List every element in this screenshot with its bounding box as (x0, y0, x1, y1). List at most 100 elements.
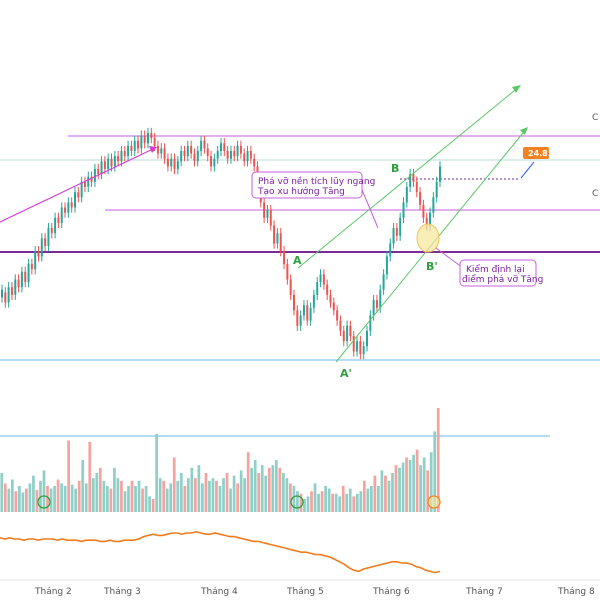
candle-body (402, 202, 405, 218)
candle-body (432, 197, 435, 213)
volume-bar (289, 483, 292, 512)
candle-body (409, 174, 412, 187)
candle-body (90, 176, 93, 182)
candle-body (316, 282, 319, 295)
candle-body (150, 132, 153, 139)
candle-body (210, 156, 213, 167)
volume-bar (292, 486, 296, 512)
volume-marker-2 (290, 495, 304, 509)
volume-bar (415, 449, 419, 512)
channel-lower-arrow (520, 127, 528, 135)
candle-body (312, 294, 315, 308)
candle-body (249, 150, 252, 159)
volume-bar (32, 475, 35, 512)
volume-bar (345, 493, 349, 512)
volume-bar (229, 488, 232, 512)
candle-body (117, 156, 120, 162)
volume-bar (394, 465, 398, 512)
volume-bar (201, 483, 204, 512)
candle-body (395, 228, 398, 236)
volume-bar (317, 493, 320, 512)
volume-bar (285, 478, 289, 512)
candle-body (296, 310, 299, 326)
volume-bar (401, 462, 405, 512)
candle-body (352, 336, 355, 352)
candle-body (180, 150, 183, 162)
volume-bar (215, 480, 218, 512)
candle-body (329, 294, 332, 303)
candle-body (47, 228, 50, 247)
candle-body (27, 264, 30, 283)
volume-bar (208, 480, 211, 512)
volume-bar (14, 491, 18, 512)
volume-bar (98, 467, 102, 512)
volume-bar (130, 480, 134, 512)
candle-body (156, 145, 159, 154)
candle-body (10, 287, 13, 295)
volume-bar (320, 491, 324, 512)
volume-bar (67, 440, 70, 512)
volume-bar (7, 488, 11, 512)
candle-body (349, 325, 352, 337)
x-tick-thang-7: Tháng 7 (465, 587, 503, 597)
candle-body (372, 300, 375, 316)
volume-bar (362, 480, 366, 512)
volume-bar (278, 467, 282, 512)
candle-body (246, 150, 249, 162)
candle-body (80, 181, 83, 198)
candle-body (425, 217, 428, 226)
volume-bar (179, 473, 183, 512)
candle-body (183, 150, 186, 157)
candle-body (299, 315, 302, 326)
candle-body (140, 135, 143, 149)
candle-body (342, 330, 345, 342)
volume-bar (190, 467, 194, 512)
candle-body (236, 145, 239, 157)
volume-bar (370, 486, 373, 512)
price-badge-text: 24.81 (528, 149, 554, 158)
candle-body (74, 192, 76, 208)
candle-body (200, 140, 203, 151)
volume-marker-1 (37, 495, 51, 509)
candle-body (173, 158, 176, 169)
trendline-magenta (0, 147, 156, 223)
volume-bar (25, 488, 28, 512)
volume-bar (324, 486, 327, 512)
candle-body (213, 158, 216, 167)
volume-bar (148, 496, 151, 512)
volume-bar (60, 483, 63, 512)
candle-body (276, 233, 279, 244)
candle-body (93, 168, 96, 182)
retest-callout-line (435, 247, 464, 269)
channel-upper-line (297, 85, 521, 269)
candle-body (44, 238, 47, 247)
volume-bar (127, 486, 130, 512)
x-tick-thang-5: Tháng 5 (286, 587, 324, 597)
candle-body (54, 217, 57, 234)
candle-body (57, 217, 60, 223)
volume-bar (169, 483, 173, 512)
volume-bar (391, 473, 394, 512)
volume-bar (106, 486, 109, 512)
volume-bar (236, 483, 239, 512)
volume-bar (120, 480, 123, 512)
candle-body (147, 132, 149, 144)
candle-body (220, 143, 222, 151)
volume-bar (310, 491, 313, 512)
point-b-prime-label: B' (426, 260, 438, 273)
candle-body (40, 238, 43, 257)
candle-body (319, 274, 322, 283)
candle-body (97, 168, 100, 175)
volume-bar (225, 473, 229, 512)
volume-bar (46, 486, 49, 512)
volume-bar (366, 488, 370, 512)
volume-bar (296, 491, 299, 512)
volume-bar (141, 488, 144, 512)
candle-body (153, 138, 156, 146)
volume-bar (271, 465, 275, 512)
volume-bar (204, 473, 208, 512)
candle-body (293, 294, 295, 311)
candle-body (226, 150, 229, 159)
volume-bar (419, 465, 422, 512)
volume-bar (56, 479, 60, 512)
